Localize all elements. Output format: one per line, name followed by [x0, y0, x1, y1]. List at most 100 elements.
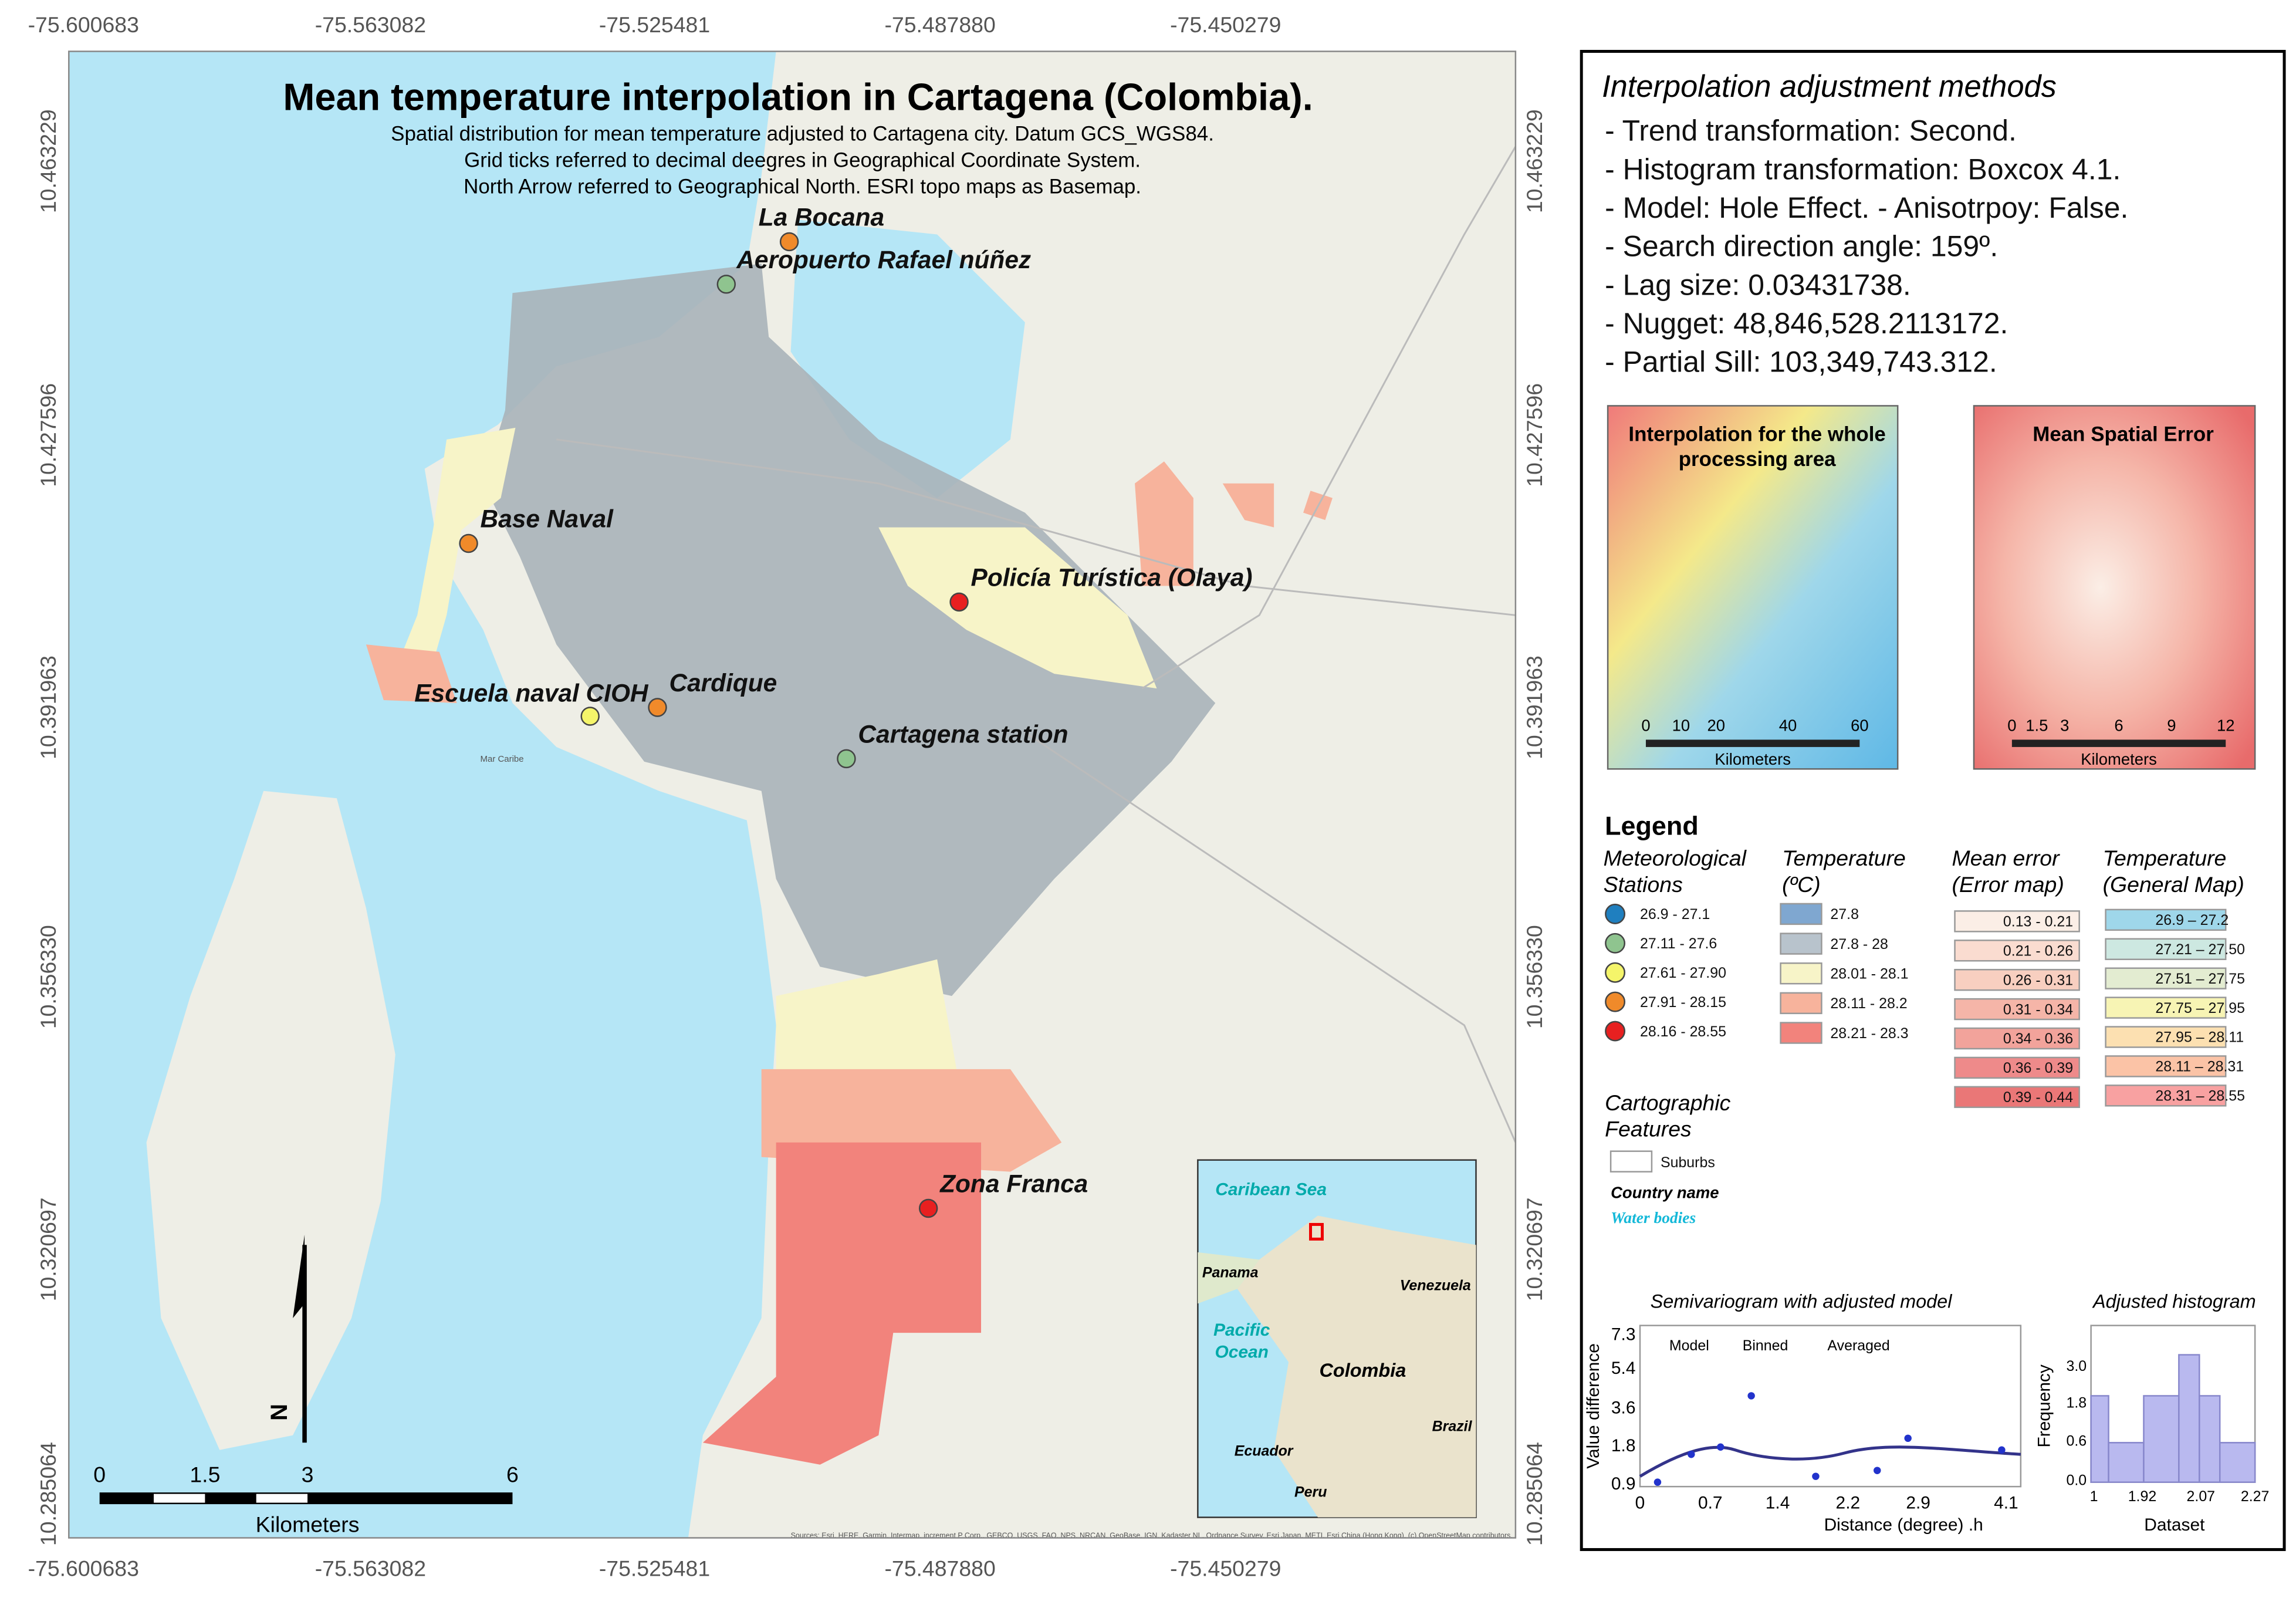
map-shape [154, 1494, 205, 1503]
inset-map [1197, 1159, 1477, 1518]
inset-label: Ocean [1215, 1343, 1269, 1362]
thumbnail-title: processing area [1679, 448, 1836, 471]
x-tick-label: 4.1 [1994, 1494, 2018, 1513]
legend-swatch [2105, 996, 2227, 1019]
latitude-label: 10.463229 [36, 109, 60, 213]
legend-swatch [2105, 1085, 2227, 1107]
side-panel [1580, 50, 2286, 1551]
map-shape [1717, 1443, 1724, 1451]
legend-entry: Model [1669, 1337, 1709, 1354]
latitude-label: 10.427596 [36, 383, 60, 487]
map-shape [366, 644, 457, 704]
thumbnail [1973, 405, 2256, 770]
method-item: - Histogram transformation: Boxcox 4.1. [1605, 153, 2121, 185]
chart-title: Adjusted histogram [2092, 1291, 2256, 1312]
method-item: - Nugget: 48,846,528.2113172. [1605, 307, 2008, 340]
scale-unit: Kilometers [256, 1512, 360, 1537]
scale-label: 0 [93, 1462, 106, 1487]
legend-swatch [1954, 1086, 2080, 1109]
inset-label: Colombia [1319, 1360, 1406, 1381]
group: Interpolation for the whole processing ar… [1628, 423, 2234, 768]
legend-label: Suburbs [1661, 1154, 1715, 1171]
scale-label: 10 [1672, 716, 1690, 734]
map-shape [1812, 1472, 1820, 1480]
scale-bar [99, 1492, 513, 1505]
legend-label: 0.26 - 0.31 [2003, 972, 2073, 988]
y-tick-label: 1.8 [1611, 1436, 1636, 1455]
longitude-label: -75.600683 [28, 12, 139, 37]
legend-label: 28.16 - 28.55 [1640, 1023, 1726, 1040]
scale-label: 40 [1779, 716, 1797, 734]
latitude-label: 10.391963 [1522, 656, 1547, 759]
legend-label: 28.01 - 28.1 [1830, 965, 1908, 982]
map-shape [702, 1142, 982, 1465]
y-tick-label: 1.8 [2066, 1394, 2087, 1411]
legend-group-title: Stations [1604, 872, 1683, 897]
legend-swatch [1954, 910, 2080, 933]
legend-label: 27.61 - 27.90 [1640, 965, 1726, 981]
longitude-label: -75.450279 [1170, 1556, 1281, 1580]
latitude-label: 10.285064 [36, 1442, 60, 1546]
map-shape [2219, 1442, 2256, 1483]
legend-swatch [1780, 1022, 1822, 1044]
latitude-label: 10.356330 [36, 925, 60, 1029]
map-shape [1747, 1392, 1755, 1400]
x-tick-label: 1.4 [1766, 1494, 1790, 1513]
longitude-label: -75.487880 [884, 1556, 995, 1580]
legend-swatch [2105, 908, 2227, 931]
legend-entry: Binned [1743, 1337, 1788, 1354]
legend-swatch [2105, 1026, 2227, 1048]
scale-label: 3 [2060, 716, 2069, 734]
station-label: Zona Franca [939, 1170, 1088, 1198]
y-tick-label: 0.0 [2066, 1472, 2087, 1489]
y-tick-label: 3.6 [1611, 1398, 1636, 1417]
legend-label: 27.91 - 28.15 [1640, 994, 1726, 1011]
method-item: - Model: Hole Effect. - Anisotrpoy: Fals… [1605, 191, 2128, 224]
group: 3.0 1.8 0.6 0.01 1.92 2.07 2.27 [2066, 1358, 2269, 1505]
x-tick-label: 1.92 [2128, 1488, 2157, 1505]
y-tick-label: 3.0 [2066, 1358, 2087, 1374]
station-label: Escuela naval CIOH [414, 680, 649, 707]
scale-label: 20 [1707, 716, 1726, 734]
x-tick-label: 2.9 [1906, 1494, 1930, 1513]
legend-swatch [1605, 991, 1626, 1012]
inset-label: Peru [1294, 1484, 1327, 1501]
legend-swatch [1605, 1021, 1626, 1042]
inset-label: Caribean Sea [1215, 1180, 1327, 1200]
thumbnail-title: Interpolation for the whole [1628, 423, 1885, 445]
legend-label: 0.36 - 0.39 [2003, 1060, 2073, 1076]
sources: Sources: Esri, HERE, Garmin, Intermap, i… [791, 1531, 1611, 1539]
map-shape [388, 427, 516, 689]
inset-label: Ecuador [1235, 1443, 1294, 1460]
legend-group-title: (ºC) [1782, 872, 1821, 897]
legend-label: 0.39 - 0.44 [2003, 1089, 2073, 1106]
axis-label: Value difference [1584, 1343, 1603, 1469]
y-tick-label: 0.9 [1611, 1474, 1636, 1494]
longitude-label: -75.563082 [315, 12, 426, 37]
station-label: Policía Turística (Olaya) [971, 563, 1253, 591]
scale-label: 9 [2167, 716, 2176, 734]
legend-swatch [1780, 962, 1822, 985]
legend-swatch [1780, 903, 1822, 925]
legend-swatch [2105, 1055, 2227, 1077]
group: 7.3 5.4 3.6 1.8 0.90 0.7 1.4 2.2 2.9 4.1 [1611, 1325, 2018, 1513]
station-label: Cardique [669, 669, 777, 697]
thumbnail-title: Mean Spatial Error [2033, 423, 2214, 445]
scale-label: 0 [1641, 716, 1650, 734]
map-shape [949, 592, 969, 612]
latitude-label: 10.356330 [1522, 925, 1547, 1029]
map-title: Mean temperature interpolation in Cartag… [283, 75, 1313, 118]
legend-label: 0.34 - 0.36 [2003, 1031, 2073, 1047]
map-shape [256, 1494, 308, 1503]
subtitle: North Arrow referred to Geographical Nor… [464, 175, 1141, 198]
legend-swatch [1954, 1056, 2080, 1079]
inset-label: Panama [1202, 1264, 1259, 1281]
scale-label: 6 [506, 1462, 519, 1487]
chart-title: Semivariogram with adjusted model [1651, 1291, 1953, 1312]
place-label: Mar Caribe [481, 754, 524, 764]
station-label: Cartagena station [858, 720, 1068, 748]
legend-label: 27.95 – 28.11 [2155, 1029, 2244, 1046]
latitude-label: 10.320697 [1522, 1197, 1547, 1301]
model-curve [1639, 1445, 2021, 1478]
